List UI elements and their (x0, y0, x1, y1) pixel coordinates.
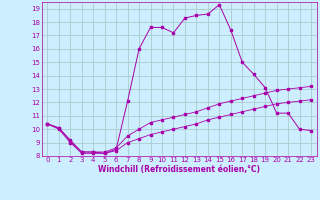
X-axis label: Windchill (Refroidissement éolien,°C): Windchill (Refroidissement éolien,°C) (98, 165, 260, 174)
